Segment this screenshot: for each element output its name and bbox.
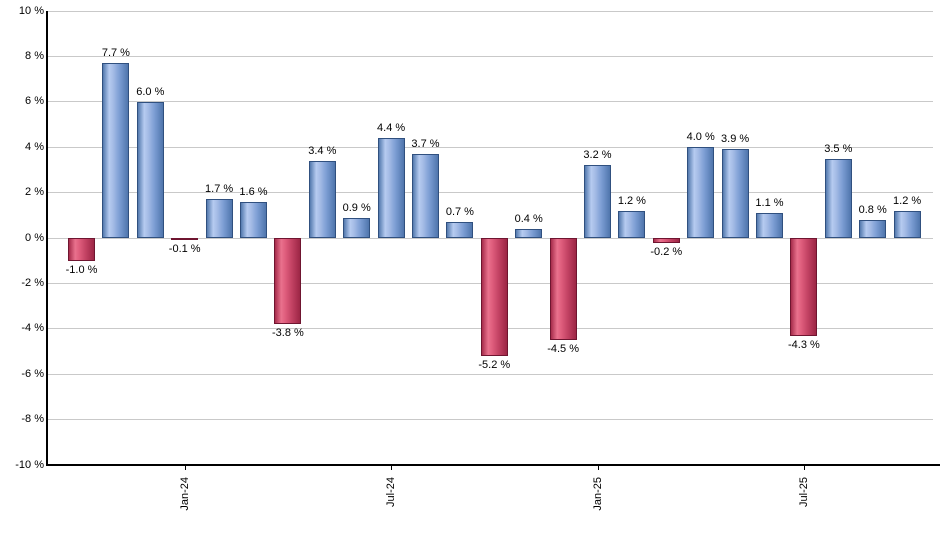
y-axis-label: -4 % <box>21 322 44 335</box>
bar-value-label: 3.7 % <box>411 138 440 150</box>
bar-value-label: 1.1 % <box>755 197 784 210</box>
x-axis-tick <box>391 465 393 470</box>
bar-value-label: 6.0 % <box>136 85 165 98</box>
bar-Sep-25 <box>859 219 887 238</box>
bar-Apr-24 <box>274 238 302 325</box>
bar-Oct-23 <box>68 238 95 261</box>
bar-value-label: 0.7 % <box>445 206 474 219</box>
bar-Jan-25 <box>584 165 611 238</box>
x-axis-tick <box>597 465 599 470</box>
x-axis <box>46 464 940 466</box>
y-axis-label: -6 % <box>21 367 44 380</box>
bar-Apr-25 <box>687 147 715 238</box>
bar-Aug-24 <box>412 154 439 238</box>
x-axis-tick <box>803 465 805 470</box>
bar-Oct-24 <box>480 238 508 357</box>
gridline-2 <box>48 192 933 194</box>
y-axis-label: 2 % <box>25 186 44 199</box>
gridline--8 <box>48 419 933 421</box>
bar-Mar-25 <box>652 238 680 243</box>
bar-value-label: 1.2 % <box>893 194 922 207</box>
bar-value-label: 3.4 % <box>308 144 337 157</box>
bar-value-label: 3.2 % <box>583 149 612 162</box>
bar-value-label: 1.6 % <box>239 185 268 198</box>
y-axis-label: -8 % <box>21 413 44 426</box>
x-axis-label: Jul-25 <box>797 477 810 507</box>
y-axis-label: -2 % <box>21 276 44 289</box>
x-axis-label: Jul-24 <box>385 477 398 507</box>
gridline-10 <box>48 10 933 12</box>
y-axis-label: 0 % <box>25 231 44 244</box>
bar-value-label: 3.9 % <box>721 133 750 146</box>
bar-value-label: 0.9 % <box>342 201 371 214</box>
bar-value-label: -3.8 % <box>271 327 304 340</box>
bar-value-label: -4.3 % <box>787 338 820 351</box>
x-axis-tick <box>184 465 186 470</box>
gridline--6 <box>48 373 933 375</box>
bar-value-label: 4.4 % <box>377 122 406 135</box>
bar-Feb-24 <box>205 199 233 238</box>
y-axis-label: -10 % <box>15 458 44 471</box>
bar-value-label: -5.2 % <box>478 359 511 372</box>
bar-Nov-24 <box>515 228 543 238</box>
bar-value-label: -4.5 % <box>547 343 579 356</box>
y-axis-label: 6 % <box>25 95 44 108</box>
bar-value-label: 0.4 % <box>514 212 543 225</box>
bar-Oct-25 <box>893 210 921 238</box>
bar-value-label: 7.7 % <box>101 47 130 60</box>
bar-Jun-25 <box>756 213 783 238</box>
bar-Jan-24 <box>171 238 199 241</box>
bar-value-label: -0.1 % <box>168 243 201 256</box>
x-axis-label: Jan-25 <box>591 477 604 511</box>
x-axis-label: Jan-24 <box>178 477 191 511</box>
bar-Mar-24 <box>240 201 267 238</box>
bar-May-24 <box>308 160 336 238</box>
bar-value-label: -1.0 % <box>65 263 98 276</box>
bar-Nov-23 <box>102 63 130 238</box>
bar-May-25 <box>721 149 749 238</box>
bar-value-label: 1.2 % <box>617 194 646 207</box>
gridline-8 <box>48 55 933 57</box>
bar-Aug-25 <box>824 158 852 238</box>
bar-Dec-23 <box>136 101 164 238</box>
y-axis-label: 4 % <box>25 140 44 153</box>
bar-value-label: -0.2 % <box>650 245 683 258</box>
bar-Jun-24 <box>343 217 371 238</box>
bar-Sep-24 <box>446 222 474 238</box>
y-axis <box>46 11 48 466</box>
bar-Jul-24 <box>377 138 405 238</box>
gridline-4 <box>48 146 933 148</box>
bar-value-label: 1.7 % <box>205 183 234 196</box>
bar-value-label: 4.0 % <box>686 131 715 144</box>
y-axis-label: 10 % <box>18 4 44 17</box>
bar-value-label: 3.5 % <box>824 142 853 155</box>
y-axis-label: 8 % <box>25 49 44 62</box>
bar-Feb-25 <box>618 210 646 238</box>
gridline-6 <box>48 101 933 103</box>
bar-Dec-24 <box>549 238 577 341</box>
bar-value-label: 0.8 % <box>858 203 887 216</box>
bar-Jul-25 <box>790 238 818 336</box>
